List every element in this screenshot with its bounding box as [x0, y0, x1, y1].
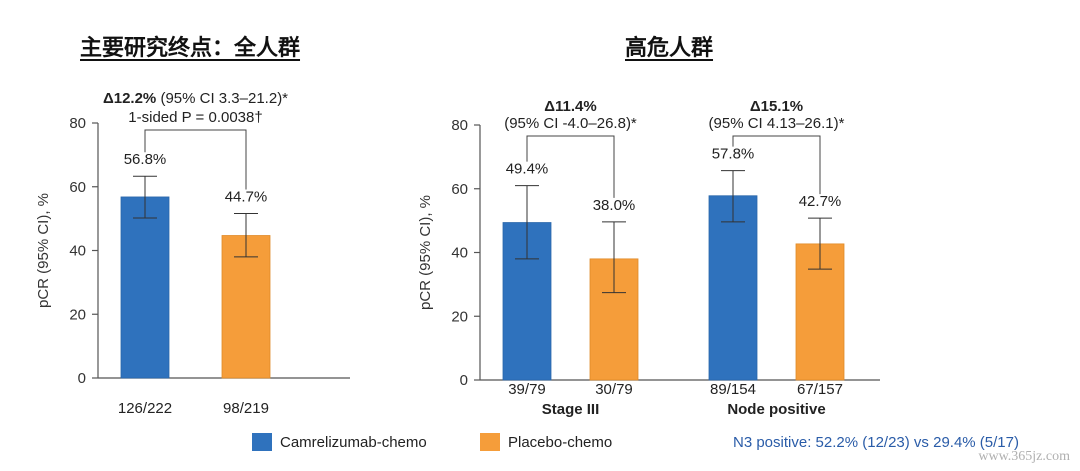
- data-label: 38.0%: [593, 197, 636, 214]
- y-tick-label: 80: [451, 117, 468, 134]
- delta-annotation: Δ12.2% (95% CI 3.3–21.2)*: [103, 90, 288, 107]
- y-tick-label: 60: [69, 179, 86, 196]
- delta-value: Δ12.2%: [103, 90, 156, 107]
- delta-ci: (95% CI 4.13–26.1)*: [709, 115, 845, 132]
- significance-bracket: [732, 135, 821, 195]
- n3-positive-note: N3 positive: 52.2% (12/23) vs 29.4% (5/1…: [733, 434, 1019, 451]
- y-axis-label: pCR (95% CI), %: [417, 195, 434, 310]
- x-tick-label: 39/79: [508, 381, 546, 398]
- watermark: www.365jz.com: [978, 449, 1070, 464]
- x-tick-label: 30/79: [595, 381, 633, 398]
- delta-ci: (95% CI 3.3–21.2)*: [156, 90, 288, 107]
- legend-label-camrelizumab: Camrelizumab-chemo: [280, 433, 427, 451]
- delta-value: Δ11.4%: [544, 98, 597, 115]
- bar-placebo: [221, 235, 271, 379]
- p-value-annotation: 1-sided P = 0.0038†: [128, 109, 262, 126]
- group-label: Stage III: [542, 401, 600, 418]
- significance-bracket: [144, 129, 247, 190]
- title-overall-population: 主要研究终点：全人群: [80, 36, 301, 61]
- y-tick-label: 20: [451, 308, 468, 325]
- y-tick-label: 40: [69, 243, 86, 260]
- x-tick-label: 98/219: [223, 400, 269, 417]
- delta-value: Δ15.1%: [750, 98, 803, 115]
- title-high-risk-population: 高危人群: [625, 36, 714, 61]
- data-label: 49.4%: [506, 161, 549, 178]
- x-tick-label: 89/154: [710, 381, 756, 398]
- bar-camrelizumab: [708, 195, 758, 381]
- legend-label-placebo: Placebo-chemo: [508, 433, 613, 451]
- legend-item-placebo: Placebo-chemo: [480, 433, 612, 451]
- y-axis-label: pCR (95% CI), %: [35, 193, 52, 308]
- x-tick-label: 126/222: [118, 400, 172, 417]
- legend-swatch-placebo: [480, 433, 500, 451]
- y-tick-label: 80: [69, 115, 86, 132]
- y-tick-label: 0: [78, 370, 86, 387]
- data-label: 42.7%: [799, 193, 842, 210]
- data-label: 57.8%: [712, 146, 755, 163]
- y-tick-label: 40: [451, 245, 468, 262]
- group-label: Node positive: [727, 401, 825, 418]
- delta-ci: (95% CI -4.0–26.8)*: [504, 115, 637, 132]
- y-tick-label: 60: [451, 181, 468, 198]
- x-tick-label: 67/157: [797, 381, 843, 398]
- y-tick-label: 0: [460, 372, 468, 389]
- y-tick-label: 20: [69, 306, 86, 323]
- bar-camrelizumab: [120, 196, 170, 379]
- data-label: 56.8%: [124, 151, 167, 168]
- significance-bracket: [526, 135, 615, 198]
- legend-swatch-camrelizumab: [252, 433, 272, 451]
- legend-item-camrelizumab: Camrelizumab-chemo: [252, 433, 427, 451]
- data-label: 44.7%: [225, 189, 268, 206]
